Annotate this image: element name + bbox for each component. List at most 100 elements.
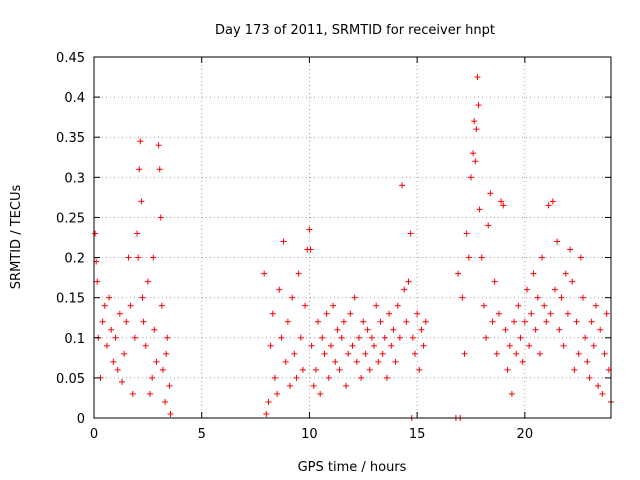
data-point (483, 334, 490, 341)
data-point (523, 286, 530, 293)
data-point (336, 366, 343, 373)
data-point (332, 358, 339, 365)
data-point (473, 126, 480, 133)
x-tick-label: 15 (409, 427, 426, 442)
y-tick-label: 0.05 (56, 372, 85, 387)
data-point (162, 398, 169, 405)
data-point (366, 366, 373, 373)
data-point (164, 334, 171, 341)
data-point (108, 326, 115, 333)
data-point (338, 334, 345, 341)
data-point (575, 350, 582, 357)
data-point (461, 350, 468, 357)
data-point (414, 310, 421, 317)
data-point (381, 334, 388, 341)
data-point (485, 222, 492, 229)
data-point (567, 246, 574, 253)
data-point (556, 326, 563, 333)
x-tick-label: 10 (301, 427, 318, 442)
data-point (317, 390, 324, 397)
data-point (399, 182, 406, 189)
data-point (375, 358, 382, 365)
data-point (334, 326, 341, 333)
data-point (416, 366, 423, 373)
y-tick-label: 0.25 (56, 211, 85, 226)
data-point (383, 374, 390, 381)
y-tick-label: 0 (77, 412, 85, 427)
data-point (340, 318, 347, 325)
data-point (155, 142, 162, 149)
data-point (515, 302, 522, 309)
data-points (92, 74, 614, 421)
data-point (166, 382, 173, 389)
data-point (139, 294, 146, 301)
data-point (371, 342, 378, 349)
y-tick-label: 0.2 (64, 252, 85, 267)
data-point (530, 270, 537, 277)
data-point (526, 342, 533, 349)
data-point (163, 350, 170, 357)
data-point (92, 230, 99, 237)
data-point (293, 374, 300, 381)
data-point (153, 358, 160, 365)
data-point (455, 270, 462, 277)
y-tick-label: 0.3 (64, 171, 85, 186)
data-point (396, 334, 403, 341)
data-point (390, 326, 397, 333)
data-point (135, 254, 142, 261)
data-point (545, 202, 552, 209)
data-point (511, 318, 518, 325)
data-point (411, 350, 418, 357)
data-point (138, 198, 145, 205)
y-tick-label: 0.1 (64, 332, 85, 347)
data-point (597, 326, 604, 333)
data-point (307, 246, 314, 253)
data-point (123, 318, 130, 325)
data-point (321, 350, 328, 357)
axis-ticks: 0 5 10 15 20 0 0.05 0.1 0.15 0.2 0.25 0.3 0.35 0.4 0.4… (56, 51, 611, 442)
data-point (558, 294, 565, 301)
data-point (315, 318, 322, 325)
data-point (310, 382, 317, 389)
data-point (476, 206, 483, 213)
data-point (280, 238, 287, 245)
data-point (601, 350, 608, 357)
data-point (327, 342, 334, 349)
data-point (131, 334, 138, 341)
data-point (351, 294, 358, 301)
data-point (521, 318, 528, 325)
data-point (517, 334, 524, 341)
data-point (295, 270, 302, 277)
data-point (150, 254, 157, 261)
data-point (299, 366, 306, 373)
data-point (269, 310, 276, 317)
data-point (536, 350, 543, 357)
data-point (308, 342, 315, 349)
data-point (265, 398, 272, 405)
data-point (158, 302, 165, 309)
data-point (147, 390, 154, 397)
y-tick-label: 0.45 (56, 51, 85, 66)
data-point (278, 334, 285, 341)
data-point (323, 310, 330, 317)
data-point (151, 326, 158, 333)
data-point (140, 318, 147, 325)
data-point (302, 302, 309, 309)
data-point (360, 318, 367, 325)
data-point (500, 202, 507, 209)
data-point (519, 358, 526, 365)
data-point (347, 310, 354, 317)
data-point (364, 326, 371, 333)
data-point (284, 318, 291, 325)
data-point (297, 334, 304, 341)
data-point (379, 350, 386, 357)
data-point (125, 254, 132, 261)
data-point (112, 334, 119, 341)
data-point (156, 166, 163, 173)
data-point (394, 302, 401, 309)
data-point (471, 118, 478, 125)
data-point (137, 138, 144, 145)
data-point (603, 310, 610, 317)
y-tick-label: 0.15 (56, 292, 85, 307)
data-point (407, 230, 414, 237)
